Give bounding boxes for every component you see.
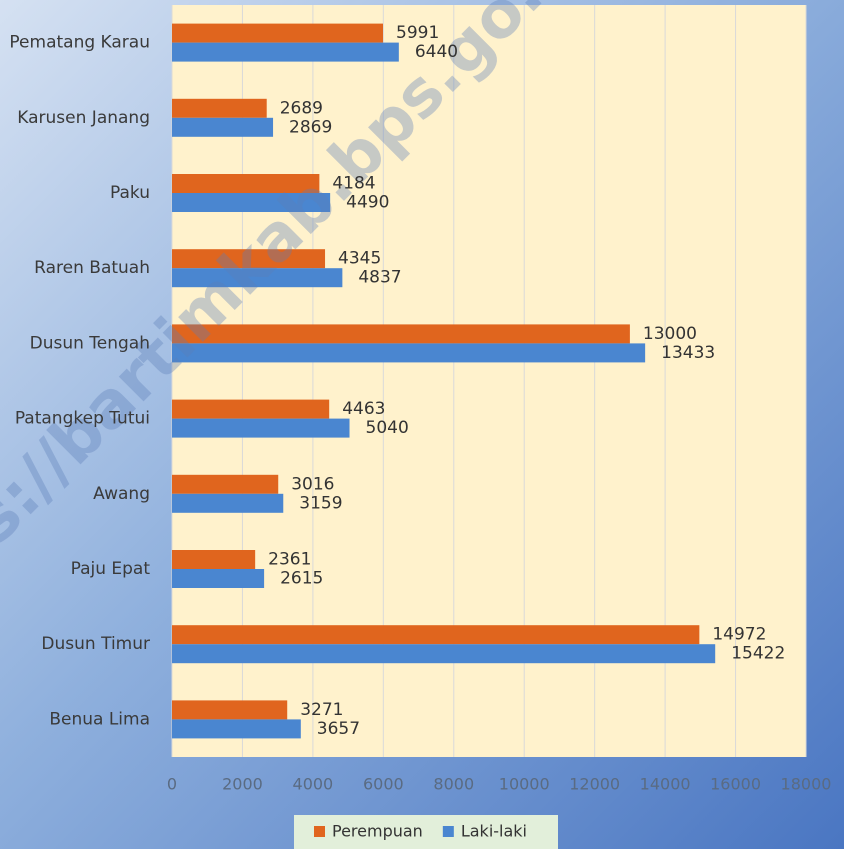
bar <box>172 418 350 438</box>
bar <box>172 474 279 494</box>
bar <box>172 700 288 720</box>
x-tick-label: 18000 <box>781 775 832 794</box>
value-label: 2361 <box>268 550 311 570</box>
bar <box>172 644 716 664</box>
x-tick-label: 10000 <box>499 775 550 794</box>
bar <box>172 174 320 193</box>
value-label: 3271 <box>300 700 343 720</box>
x-tick-label: 6000 <box>363 775 404 794</box>
value-label: 2615 <box>280 569 323 589</box>
value-label: 6440 <box>415 42 458 62</box>
value-label: 2689 <box>280 98 323 118</box>
category-label: Karusen Janang <box>17 108 150 128</box>
value-label: 3159 <box>299 493 342 513</box>
legend <box>294 815 558 849</box>
x-tick-label: 4000 <box>293 775 334 794</box>
bar <box>172 324 630 344</box>
x-tick-label: 12000 <box>569 775 620 794</box>
value-label: 4345 <box>338 249 381 269</box>
category-label: Paju Epat <box>71 559 151 579</box>
bar <box>172 343 646 363</box>
bar <box>172 193 331 212</box>
x-tick-label: 14000 <box>640 775 691 794</box>
value-label: 4184 <box>332 174 375 194</box>
category-label: Patangkep Tutui <box>15 409 150 429</box>
bar <box>172 98 267 118</box>
legend-swatch <box>442 826 454 837</box>
bar <box>172 399 330 419</box>
bar <box>172 42 399 62</box>
x-tick-label: 2000 <box>222 775 263 794</box>
category-label: Paku <box>110 183 150 203</box>
category-label: Pematang Karau <box>9 33 150 53</box>
bar <box>172 249 326 269</box>
legend-swatch <box>314 826 325 837</box>
bar <box>172 625 700 645</box>
value-label: 13433 <box>661 343 715 363</box>
value-label: 4463 <box>342 399 385 419</box>
value-label: 5991 <box>396 23 439 43</box>
category-label: Raren Batuah <box>34 258 150 278</box>
category-label: Dusun Timur <box>41 634 150 654</box>
category-label: Dusun Tengah <box>30 333 150 353</box>
bar <box>172 493 284 513</box>
category-label: Benua Lima <box>49 709 150 729</box>
x-tick-label: 0 <box>167 775 177 794</box>
bar <box>172 550 256 569</box>
legend-label: Perempuan <box>332 822 423 841</box>
value-label: 15422 <box>731 644 785 664</box>
value-label: 4490 <box>346 193 389 213</box>
bar <box>172 569 265 588</box>
value-label: 4837 <box>358 268 401 288</box>
bar <box>172 23 384 43</box>
value-label: 2869 <box>289 117 332 137</box>
x-tick-label: 8000 <box>433 775 474 794</box>
value-label: 13000 <box>643 324 697 344</box>
legend-label: Laki-laki <box>461 822 527 841</box>
bar <box>172 117 274 137</box>
value-label: 3016 <box>291 474 334 494</box>
value-label: 3657 <box>317 719 360 739</box>
value-label: 14972 <box>712 625 766 645</box>
bar <box>172 268 343 288</box>
value-label: 5040 <box>366 418 409 438</box>
category-label: Awang <box>93 484 150 504</box>
x-tick-label: 16000 <box>710 775 761 794</box>
bar <box>172 719 301 739</box>
